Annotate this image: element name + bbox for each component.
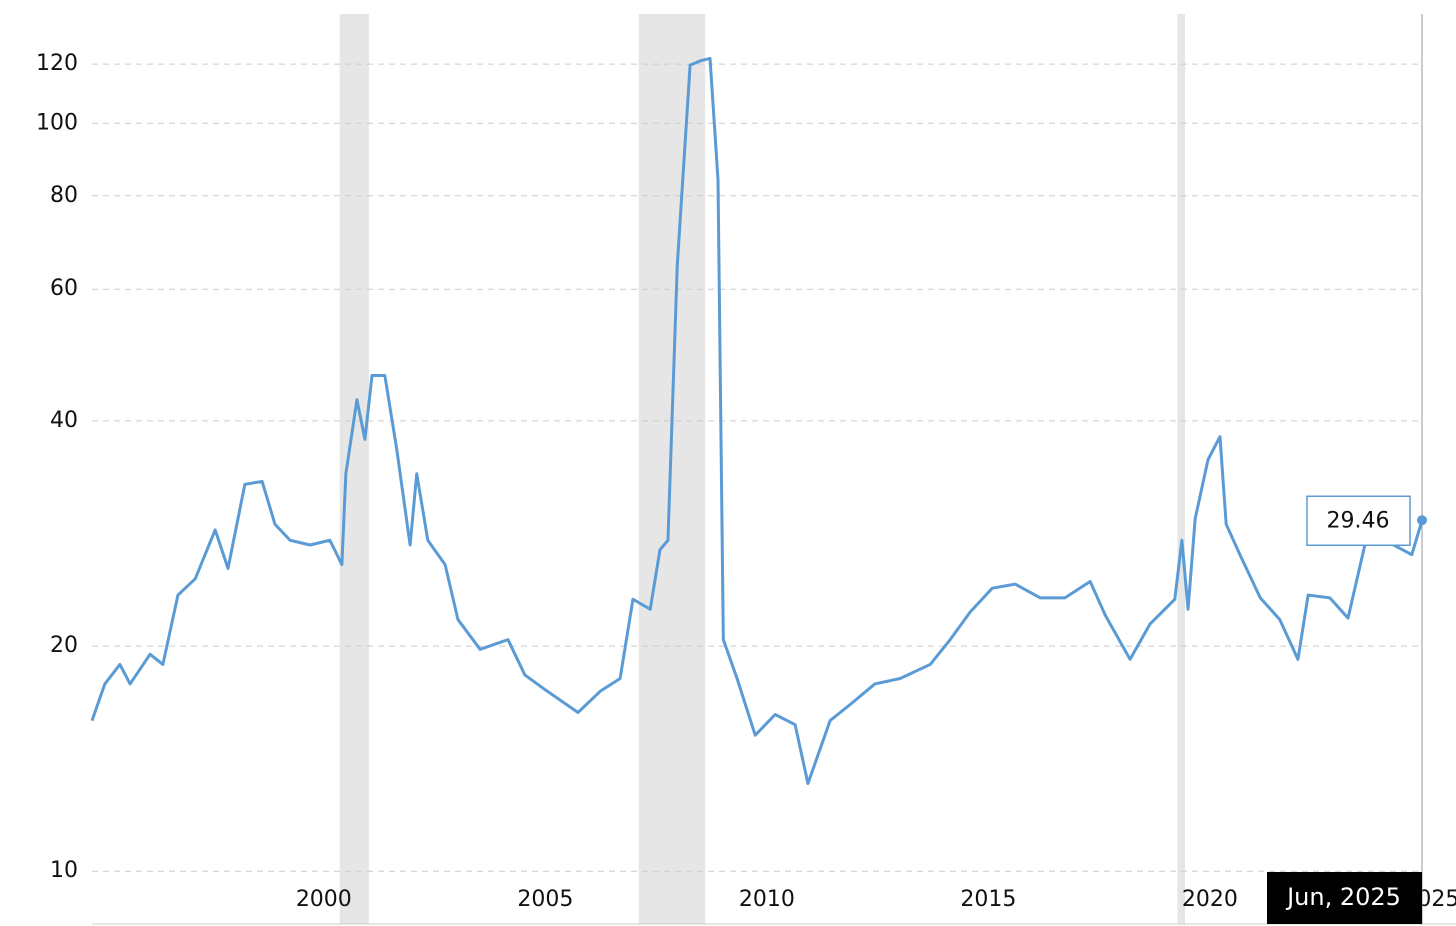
recession-band: [339, 14, 369, 924]
recession-band: [638, 14, 706, 924]
y-tick-label: 80: [50, 183, 78, 208]
x-tick-label: 2005: [517, 887, 573, 912]
y-tick-label: 60: [50, 276, 78, 301]
data-line: [90, 56, 1424, 786]
y-tick-label: 10: [50, 858, 78, 883]
y-tick-label: 100: [36, 110, 78, 135]
tooltip-box: [1306, 495, 1411, 547]
y-tick-label: 40: [50, 408, 78, 433]
x-tick-label: 2000: [296, 887, 352, 912]
last-point: [1417, 515, 1427, 526]
x-tick-label: 2015: [960, 887, 1016, 912]
recession-band: [1177, 14, 1185, 924]
y-tick-label: 120: [36, 51, 78, 76]
x-tick-label: 2010: [739, 887, 795, 912]
tooltip-date: Jun, 2025: [1285, 883, 1401, 911]
x-tick-label: 2020: [1182, 887, 1238, 912]
date-box: [1267, 872, 1422, 924]
y-tick-label: 20: [50, 633, 78, 658]
tooltip-value: 29.46: [1327, 508, 1390, 533]
